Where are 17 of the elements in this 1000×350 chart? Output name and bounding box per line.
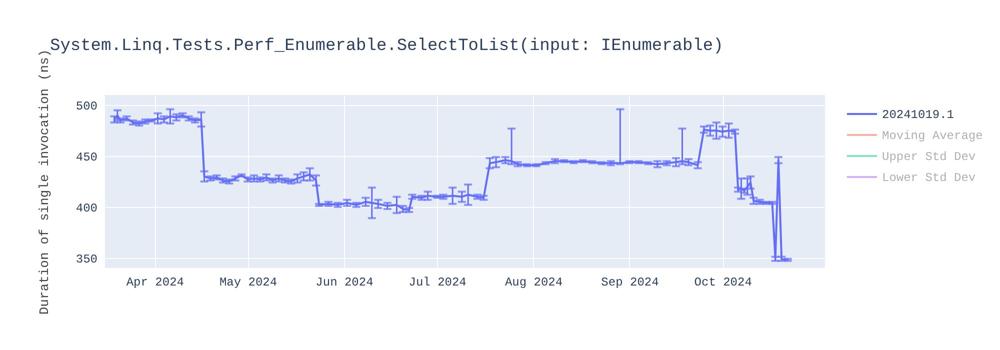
chart-title: System.Linq.Tests.Perf_Enumerable.SelectToList(input: IEnumerable) [50, 37, 724, 56]
x-tick-label: Jul 2024 [408, 276, 466, 290]
y-tick-label: 500 [76, 100, 98, 114]
y-axis-title: Duration of single invocation (ns) [36, 49, 52, 315]
x-tick-label: Oct 2024 [694, 276, 752, 290]
x-tick-label: Sep 2024 [601, 276, 659, 290]
x-tick-label: Jun 2024 [316, 276, 374, 290]
legend-label: Upper Std Dev [882, 150, 976, 164]
x-tick-label: May 2024 [219, 276, 278, 290]
legend-label: Lower Std Dev [882, 171, 976, 185]
x-tick-label: Aug 2024 [504, 276, 563, 290]
legend-label: 20241019.1 [882, 108, 954, 122]
x-tick-label: Apr 2024 [126, 276, 184, 290]
y-tick-label: 350 [76, 252, 98, 266]
legend-label: Moving Average [882, 129, 983, 143]
y-tick-label: 400 [76, 201, 98, 216]
y-tick-label: 450 [76, 150, 98, 165]
